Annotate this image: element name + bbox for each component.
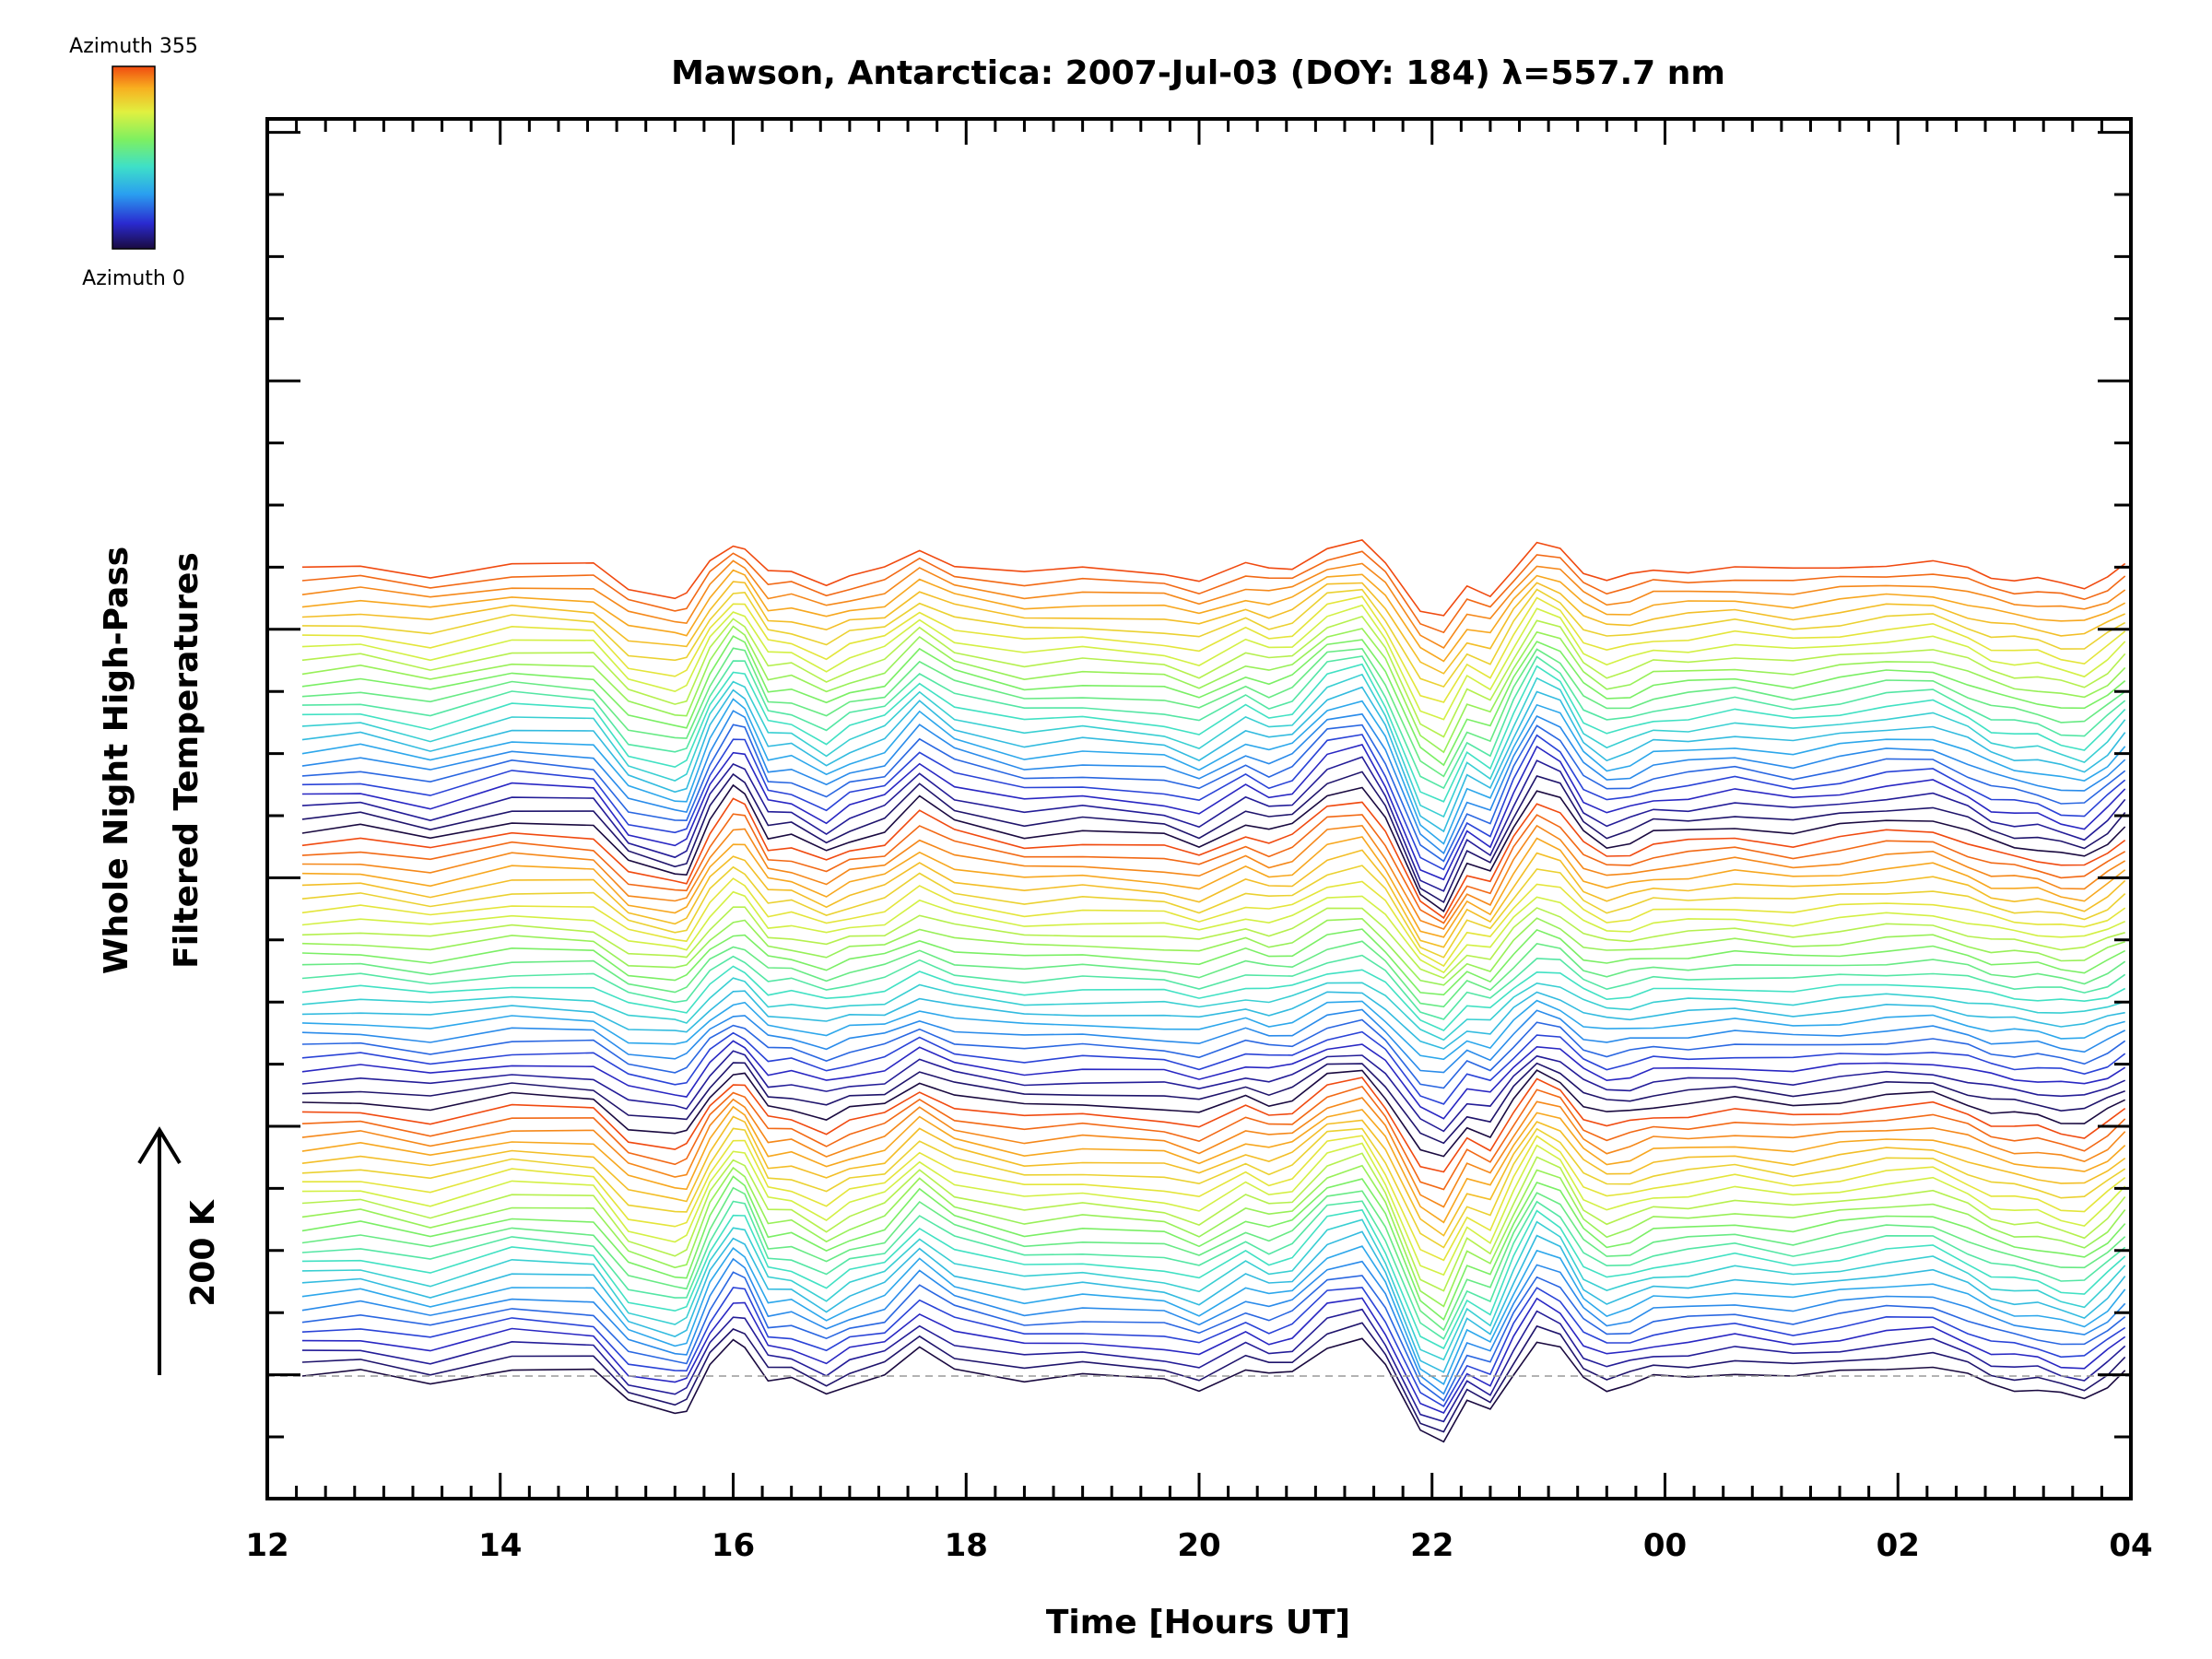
series-line-azimuth-45 — [301, 1218, 2126, 1361]
scale-bar-label: 200 K — [184, 1199, 222, 1307]
x-tick-label: 22 — [1410, 1527, 1453, 1564]
series-line-azimuth-120 — [301, 1069, 2126, 1158]
tick-group — [265, 119, 2133, 1499]
scale-arrow-head — [137, 1126, 182, 1165]
series-line-azimuth-95 — [301, 1115, 2126, 1237]
series-line-azimuth-55 — [301, 1200, 2126, 1340]
series-line-azimuth-230 — [301, 813, 2126, 924]
series-line-azimuth-250 — [301, 756, 2126, 892]
series-line-azimuth-40 — [301, 1230, 2126, 1373]
series-line-azimuth-80 — [301, 1142, 2126, 1277]
series-line-azimuth-50 — [301, 1208, 2126, 1350]
series-line-azimuth-0 — [301, 1337, 2126, 1443]
series-line-azimuth-275 — [301, 698, 2126, 845]
series-line-azimuth-70 — [301, 1164, 2126, 1308]
series-line-azimuth-35 — [301, 1245, 2126, 1385]
series-line-azimuth-270 — [301, 710, 2126, 855]
x-tick-label: 16 — [712, 1527, 755, 1564]
series-line-azimuth-165 — [301, 977, 2125, 1041]
series-line-azimuth-340 — [301, 569, 2126, 663]
series-line-azimuth-200 — [301, 890, 2126, 974]
series-line-azimuth-300 — [301, 647, 2126, 778]
series-group — [301, 539, 2126, 1443]
series-line-azimuth-260 — [301, 734, 2126, 871]
series-line-azimuth-145 — [301, 1018, 2126, 1089]
series-line-azimuth-295 — [301, 655, 2126, 790]
series-line-azimuth-175 — [301, 954, 2126, 1020]
series-line-azimuth-220 — [301, 836, 2126, 938]
series-line-azimuth-315 — [301, 615, 2126, 738]
series-line-azimuth-215 — [301, 849, 2126, 948]
series-line-azimuth-140 — [301, 1030, 2126, 1105]
series-line-azimuth-185 — [301, 928, 2126, 996]
x-tick-label: 00 — [1643, 1527, 1687, 1564]
series-line-azimuth-355 — [301, 539, 2126, 617]
colorbar — [112, 65, 156, 250]
series-line-azimuth-125 — [301, 1062, 2125, 1145]
series-line-azimuth-345 — [301, 559, 2126, 650]
series-line-azimuth-110 — [301, 1085, 2126, 1191]
series-line-azimuth-115 — [301, 1077, 2126, 1173]
x-tick-label: 12 — [245, 1527, 288, 1564]
series-line-azimuth-90 — [301, 1127, 2126, 1249]
series-line-azimuth-240 — [301, 783, 2126, 913]
colorbar-max-label: Azimuth 355 — [69, 35, 198, 58]
series-line-azimuth-85 — [301, 1135, 2126, 1262]
x-tick-label: 04 — [2109, 1527, 2152, 1564]
series-line-azimuth-310 — [301, 625, 2126, 754]
series-line-azimuth-180 — [301, 940, 2126, 1008]
series-line-azimuth-195 — [301, 906, 2125, 980]
series-line-azimuth-130 — [301, 1050, 2126, 1133]
series-line-azimuth-280 — [301, 686, 2126, 833]
x-axis-label: Time [Hours UT] — [1046, 1604, 1350, 1641]
series-line-azimuth-30 — [301, 1257, 2126, 1395]
series-line-azimuth-155 — [301, 999, 2125, 1061]
series-line-azimuth-325 — [301, 595, 2126, 703]
series-line-azimuth-290 — [301, 663, 2126, 803]
series-line-azimuth-100 — [301, 1105, 2126, 1224]
colorbar-legend: Azimuth 355 Azimuth 0 — [69, 35, 198, 290]
series-line-azimuth-5 — [301, 1322, 2126, 1433]
series-line-azimuth-335 — [301, 581, 2126, 675]
series-line-azimuth-190 — [301, 917, 2125, 986]
series-line-azimuth-350 — [301, 550, 2126, 634]
x-tick-label: 18 — [945, 1527, 988, 1564]
x-tick-labels: 12 14 16 18 20 22 00 02 04 — [245, 1527, 2152, 1564]
series-line-azimuth-105 — [301, 1097, 2126, 1208]
series-line-azimuth-10 — [301, 1308, 2126, 1423]
series-line-azimuth-285 — [301, 673, 2126, 818]
series-line-azimuth-330 — [301, 588, 2126, 688]
series-line-azimuth-160 — [301, 990, 2125, 1050]
series-line-azimuth-245 — [301, 771, 2126, 904]
series-line-azimuth-60 — [301, 1186, 2126, 1332]
series-line-azimuth-75 — [301, 1152, 2126, 1292]
series-line-azimuth-225 — [301, 824, 2126, 930]
chart-title: Mawson, Antarctica: 2007-Jul-03 (DOY: 18… — [671, 54, 1725, 92]
y-axis-label-line1: Whole Night High-Pass — [98, 547, 135, 974]
x-tick-label: 14 — [478, 1527, 522, 1564]
series-line-azimuth-255 — [301, 744, 2126, 881]
series-line-azimuth-25 — [301, 1271, 2126, 1402]
series-line-azimuth-65 — [301, 1175, 2126, 1321]
x-tick-label: 20 — [1177, 1527, 1220, 1564]
series-line-azimuth-205 — [301, 877, 2126, 968]
series-line-azimuth-20 — [301, 1287, 2126, 1408]
series-line-azimuth-235 — [301, 797, 2126, 920]
scale-arrow — [137, 1126, 182, 1375]
colorbar-min-label: Azimuth 0 — [82, 267, 185, 290]
x-tick-label: 02 — [1877, 1527, 1920, 1564]
y-axis-label-line2: Filtered Temperatures — [168, 552, 206, 969]
series-line-azimuth-320 — [301, 604, 2126, 721]
series-line-azimuth-305 — [301, 635, 2126, 767]
series-line-azimuth-265 — [301, 724, 2126, 863]
series-line-azimuth-135 — [301, 1040, 2126, 1120]
series-line-azimuth-150 — [301, 1008, 2126, 1074]
series-line-azimuth-170 — [301, 965, 2126, 1031]
series-line-azimuth-210 — [301, 865, 2126, 959]
series-line-azimuth-15 — [301, 1297, 2126, 1414]
